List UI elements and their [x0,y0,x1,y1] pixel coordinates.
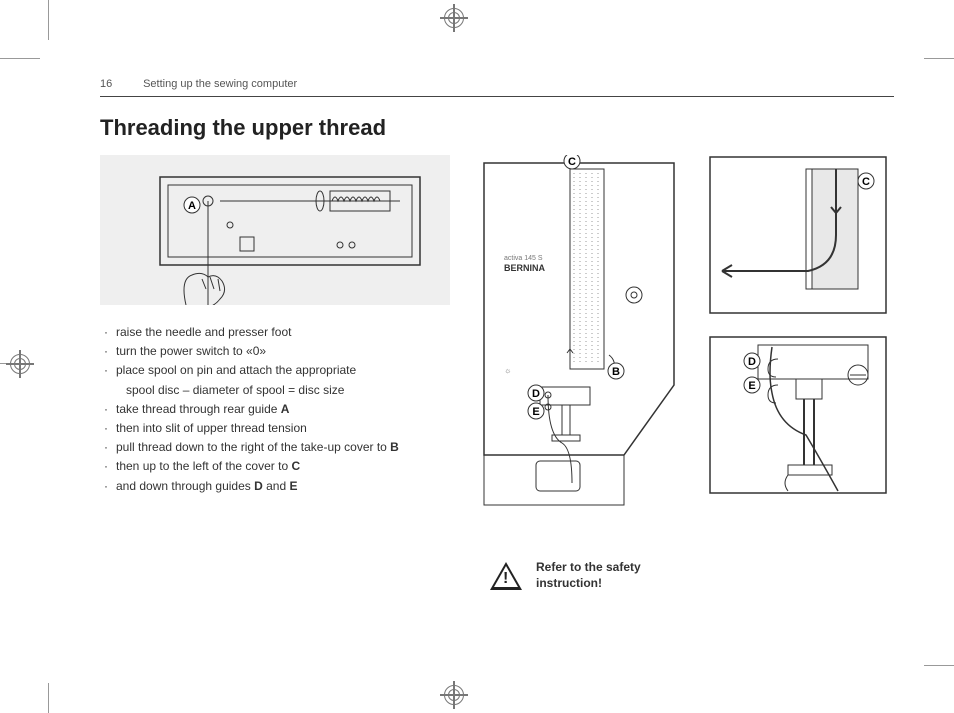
diagram-front-panel: activa 145 S BERNINA ☼ [474,155,684,515]
instruction-steps: raise the needle and presser foot turn t… [100,323,450,496]
content-area: 16 Setting up the sewing computer Thread… [100,78,894,515]
label-c: C [568,156,576,168]
step-item: and down through guides D and E [104,477,450,496]
page-title: Threading the upper thread [100,115,894,141]
left-column: A raise the needle and presser foot turn… [100,155,450,496]
step-item: raise the needle and presser foot [104,323,450,342]
header-rule [100,96,894,97]
diagram-front-svg: activa 145 S BERNINA ☼ [474,155,684,515]
registration-mark-icon [6,350,34,378]
crop-mark [0,58,40,59]
page-number: 16 [100,78,140,90]
brand-model: activa 145 S [504,255,543,262]
section-title: Setting up the sewing computer [143,78,297,90]
step-item: place spool on pin and attach the approp… [104,361,450,380]
running-head: 16 Setting up the sewing computer [100,78,894,90]
label-a: A [188,200,196,212]
diagram-a-panel: A [100,155,450,305]
diagram-detail-de: D E [708,335,888,495]
safety-note: ! Refer to the safety instruction! [490,560,641,591]
step-item: then into slit of upper thread tension [104,419,450,438]
step-item: spool disc – diameter of spool = disc si… [104,381,450,400]
crop-mark [48,0,49,40]
registration-mark-icon [440,681,468,709]
lamp-icon: ☼ [504,366,511,375]
label-e-detail: E [748,380,755,392]
brand-name: BERNINA [504,263,546,273]
label-d-detail: D [748,356,756,368]
safety-text: Refer to the safety instruction! [536,560,641,591]
diagram-a-svg: A [100,155,450,305]
label-e: E [532,406,539,418]
manual-page: 16 Setting up the sewing computer Thread… [0,0,954,713]
warning-icon: ! [490,562,522,590]
step-item: turn the power switch to «0» [104,342,450,361]
crop-mark [48,683,49,713]
step-item: pull thread down to the right of the tak… [104,438,450,457]
crop-mark [924,665,954,666]
step-item: take thread through rear guide A [104,400,450,419]
label-d: D [532,388,540,400]
label-b: B [612,366,620,378]
right-column: C [708,155,888,495]
step-item: then up to the left of the cover to C [104,457,450,476]
crop-mark [924,58,954,59]
registration-mark-icon [440,4,468,32]
label-c-detail: C [862,176,870,188]
diagram-detail-c: C [708,155,888,315]
